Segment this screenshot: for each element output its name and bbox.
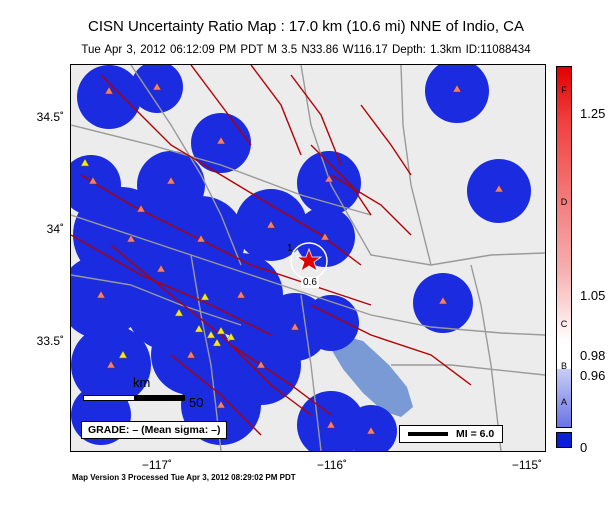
lon-label-116: −116˚ (316, 458, 348, 472)
stations-yellow (80, 158, 236, 359)
stations (88, 82, 504, 435)
map-footer: Map Version 3 Processed Tue Apr 3, 2012 … (72, 473, 296, 482)
mi-box: MI = 6.0 (399, 425, 504, 443)
lat-label-33-5: 33.5˚ (36, 334, 64, 348)
colorbar-value-0: 0 (580, 440, 588, 455)
grade-letter-a: A (560, 397, 567, 407)
faults (71, 65, 472, 436)
grade-letter-c: C (560, 319, 568, 329)
salton-sea (331, 333, 413, 417)
map-title: CISN Uncertainty Ratio Map : 17.0 km (10… (88, 18, 524, 35)
scale-bar-value: 50 (189, 395, 204, 410)
grade-letter-f: F (561, 85, 567, 95)
mi-value: MI = 6.0 (456, 428, 495, 440)
colorbar-value-1-05: 1.05 (580, 288, 606, 303)
grade-letter-d: D (560, 197, 568, 207)
grade-letter-b: B (560, 361, 567, 371)
colorbar-value-0-98: 0.98 (580, 348, 606, 363)
lat-label-34-5: 34.5˚ (36, 110, 64, 124)
uncertainty-regions (71, 65, 531, 451)
grade-box: GRADE: – (Mean sigma: –) (81, 421, 228, 439)
scale-bar-label: km (133, 375, 151, 390)
colorbar-value-1-25: 1.25 (580, 106, 606, 121)
roads (71, 65, 545, 451)
contour-label-1: 1 (287, 243, 293, 254)
colorbar: F D C B A (556, 66, 572, 428)
colorbar-value-0-96: 0.96 (580, 368, 606, 383)
contour-label-0-6: 0.6 (301, 277, 319, 288)
lat-label-34: 34˚ (46, 222, 64, 236)
colorbar-zero-swatch (556, 432, 572, 448)
event-info: Tue Apr 3, 2012 06:12:09 PM PDT M 3.5 N3… (81, 44, 531, 56)
map-canvas (71, 65, 545, 451)
uncertainty-map[interactable]: 1 0.6 km 50 GRADE: – (Mean sigma: –) MI … (70, 64, 546, 452)
scale-bar: km 50 (81, 375, 211, 410)
lon-label-115: −115˚ (511, 458, 543, 472)
lon-label-117: −117˚ (141, 458, 173, 472)
mi-line (408, 432, 448, 436)
